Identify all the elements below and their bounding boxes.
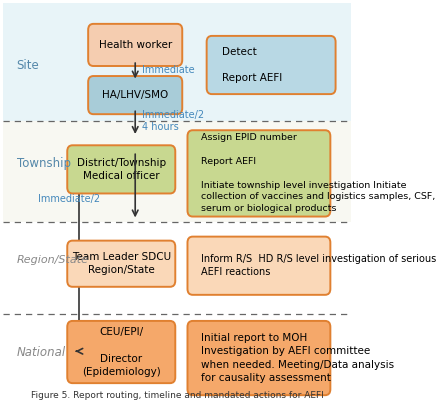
- Text: Inform R/S  HD R/S level investigation of serious
AEFI reactions: Inform R/S HD R/S level investigation of…: [202, 254, 437, 277]
- FancyBboxPatch shape: [187, 130, 330, 217]
- Text: Team Leader SDCU
Region/State: Team Leader SDCU Region/State: [72, 252, 171, 275]
- Text: HA/LHV/SMO: HA/LHV/SMO: [102, 90, 168, 100]
- FancyBboxPatch shape: [187, 321, 330, 395]
- Text: Initial report to MOH
Investigation by AEFI committee
when needed. Meeting/Data : Initial report to MOH Investigation by A…: [202, 333, 395, 383]
- Text: District/Township
Medical officer: District/Township Medical officer: [77, 158, 166, 181]
- FancyBboxPatch shape: [67, 241, 175, 287]
- FancyBboxPatch shape: [3, 121, 351, 221]
- Text: Immediate/2: Immediate/2: [38, 194, 100, 204]
- Text: Assign EPID number

Report AEFI

Initiate township level investigation Initiate
: Assign EPID number Report AEFI Initiate …: [202, 133, 436, 213]
- FancyBboxPatch shape: [88, 24, 182, 66]
- Text: Immediate: Immediate: [142, 65, 195, 75]
- Text: National: National: [17, 346, 66, 359]
- Text: Region/State: Region/State: [17, 255, 89, 265]
- FancyBboxPatch shape: [67, 321, 175, 383]
- Text: Site: Site: [17, 59, 39, 72]
- Text: Immediate/2
4 hours: Immediate/2 4 hours: [142, 110, 204, 132]
- FancyBboxPatch shape: [88, 76, 182, 114]
- Text: CEU/EPI/

Director
(Epidemiology): CEU/EPI/ Director (Epidemiology): [82, 327, 160, 377]
- FancyBboxPatch shape: [207, 36, 335, 94]
- Text: Figure 5. Report routing, timeline and mandated actions for AEFI: Figure 5. Report routing, timeline and m…: [30, 391, 324, 400]
- Text: Detect

Report AEFI: Detect Report AEFI: [222, 47, 282, 83]
- Text: Health worker: Health worker: [99, 40, 172, 50]
- FancyBboxPatch shape: [3, 3, 351, 121]
- FancyBboxPatch shape: [187, 236, 330, 295]
- Text: Township: Township: [17, 157, 71, 170]
- FancyBboxPatch shape: [67, 145, 175, 193]
